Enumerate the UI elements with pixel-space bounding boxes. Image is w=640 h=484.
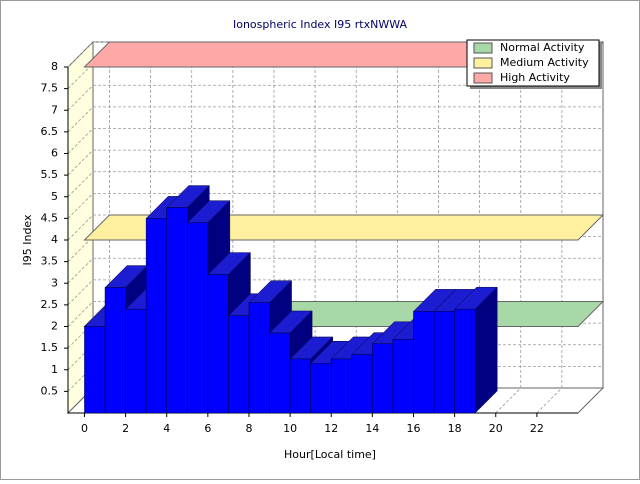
y-tick-label: 1: [51, 363, 58, 376]
grid-line: [67, 41, 94, 68]
bar: [125, 308, 147, 414]
legend-swatch: [473, 57, 493, 69]
x-tick-label: 6: [204, 422, 211, 435]
y-tick-label: 2.5: [41, 298, 59, 311]
legend-label: Medium Activity: [500, 56, 589, 69]
x-tick-label: 18: [448, 422, 462, 435]
bar: [145, 218, 167, 414]
legend-label: High Activity: [500, 71, 570, 84]
grid-line: [67, 236, 94, 262]
bar: [392, 339, 414, 414]
x-tick-label: 14: [365, 422, 379, 435]
y-tick-label: 0.5: [41, 384, 59, 397]
grid-line: [67, 344, 94, 371]
legend-label: Normal Activity: [500, 41, 585, 54]
bar: [166, 207, 188, 414]
bar: [228, 315, 250, 414]
grid-line: [67, 301, 94, 327]
y-tick-label: 4: [51, 233, 58, 246]
grid-line: [67, 257, 94, 284]
y-tick-label: 4.5: [41, 211, 59, 224]
y-axis-label: I95 Index: [21, 214, 34, 266]
grid-line: [67, 366, 94, 392]
legend-swatch: [473, 42, 493, 54]
grid-line: [67, 84, 94, 111]
bar: [330, 358, 353, 414]
y-tick-label: 5.5: [41, 168, 59, 181]
y-tick-label: 7: [51, 103, 58, 116]
bar: [372, 343, 394, 414]
x-tick-label: 12: [324, 422, 338, 435]
x-tick-label: 20: [489, 422, 503, 435]
grid-line: [67, 63, 94, 89]
bar: [289, 358, 311, 414]
bar: [207, 274, 229, 414]
x-tick-label: 2: [122, 422, 129, 435]
y-tick-label: 8: [51, 60, 58, 73]
grid-line: [67, 106, 94, 133]
x-axis-label: Hour[Local time]: [284, 448, 376, 461]
bar: [433, 311, 455, 414]
bar: [269, 332, 291, 414]
grid-line: [67, 214, 94, 241]
y-tick-label: 6: [51, 147, 58, 160]
y-tick-label: 7.5: [41, 82, 59, 95]
bar: [248, 302, 270, 414]
bar: [84, 326, 106, 414]
legend-swatch: [473, 72, 493, 84]
y-tick-label: 2: [51, 320, 58, 333]
grid-line: [67, 322, 94, 349]
x-tick-label: 22: [530, 422, 544, 435]
x-tick-label: 0: [81, 422, 88, 435]
y-tick-label: 5: [51, 190, 58, 203]
x-tick-label: 8: [245, 422, 252, 435]
grid-line: [536, 387, 563, 414]
grid-line: [67, 171, 94, 198]
chart-title: Ionospheric Index I95 rtxNWWA: [233, 18, 407, 31]
grid-line: [67, 128, 94, 154]
bar: [104, 287, 126, 414]
bar: [351, 354, 373, 414]
bar: [413, 311, 435, 414]
y-tick-label: 6.5: [41, 125, 59, 138]
y-tick-label: 3: [51, 276, 58, 289]
bar: [187, 222, 209, 414]
x-tick-label: 10: [283, 422, 297, 435]
x-tick-label: 4: [163, 422, 170, 435]
grid-line: [495, 387, 522, 414]
grid-line: [67, 279, 94, 306]
y-tick-label: 3.5: [41, 255, 59, 268]
bar: [310, 363, 332, 414]
x-tick-label: 16: [406, 422, 420, 435]
grid-line: [67, 193, 94, 219]
bar: [454, 308, 476, 414]
y-tick-label: 1.5: [41, 341, 59, 354]
grid-line: [67, 149, 94, 176]
